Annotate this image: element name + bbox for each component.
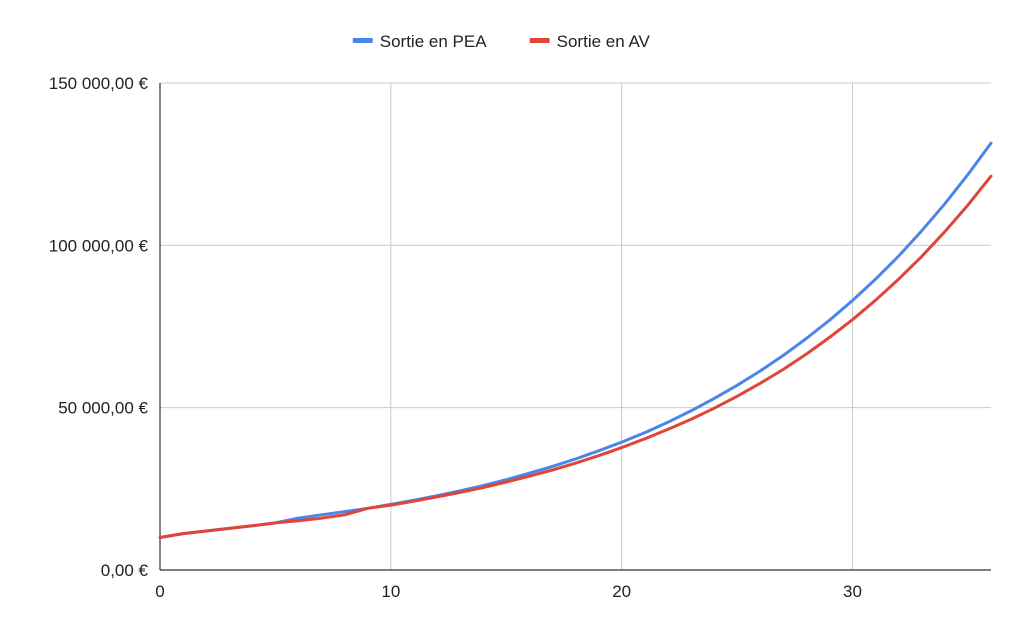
y-tick-label: 100 000,00 €	[49, 236, 149, 255]
legend-label: Sortie en AV	[557, 32, 651, 51]
y-tick-label: 0,00 €	[101, 561, 149, 580]
x-tick-label: 20	[612, 582, 631, 601]
legend: Sortie en PEA Sortie en AV	[352, 32, 651, 51]
legend-swatch	[352, 38, 373, 43]
legend-item: Sortie en PEA	[352, 32, 487, 51]
series-layer	[158, 141, 993, 539]
x-tick-label: 0	[155, 582, 164, 601]
x-axis-tick-labels: 0 10 20 30	[155, 582, 862, 601]
legend-label: Sortie en PEA	[380, 32, 487, 51]
y-axis-tick-labels: 0,00 € 50 000,00 € 100 000,00 € 150 000,00 …	[49, 74, 149, 580]
axes	[159, 83, 991, 571]
legend-item: Sortie en AV	[529, 32, 651, 51]
x-tick-label: 30	[843, 582, 862, 601]
legend-swatch	[529, 38, 550, 43]
y-tick-label: 150 000,00 €	[49, 74, 149, 93]
y-tick-label: 50 000,00 €	[58, 399, 148, 418]
gridlines	[160, 82, 991, 570]
series-line-pea	[158, 141, 993, 539]
x-tick-label: 10	[381, 582, 400, 601]
series-line-av	[158, 174, 993, 539]
